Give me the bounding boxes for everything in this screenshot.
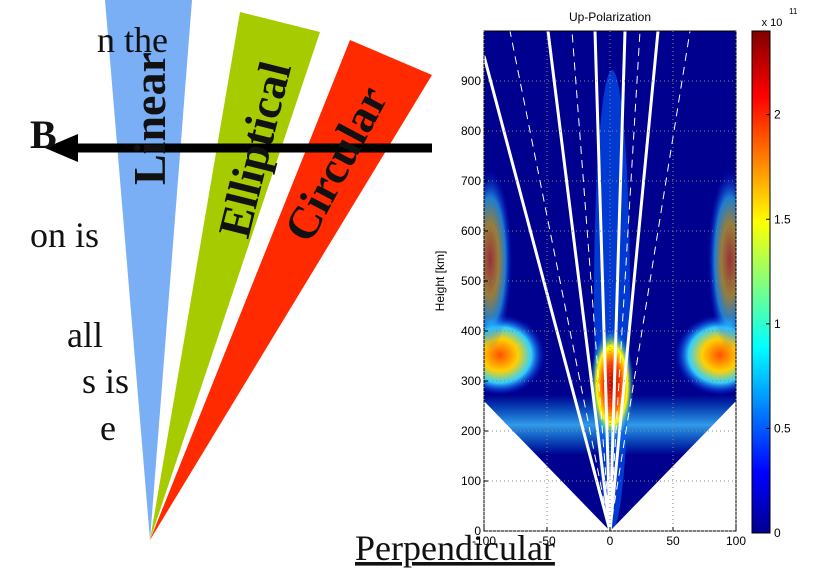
colorbar-exponent: 11 xyxy=(789,7,798,16)
y-tick-label: 100 xyxy=(461,474,481,488)
colorbar-tick-label: 1.5 xyxy=(774,212,791,226)
colorbar-tick-label: 0.5 xyxy=(774,421,791,435)
text-line: on is xyxy=(30,215,99,255)
y-axis-label: Height [km] xyxy=(433,251,447,312)
x-tick-label: 50 xyxy=(666,534,680,548)
colorbar-exponent-base: x 10 xyxy=(762,17,783,29)
y-tick-label: 700 xyxy=(461,174,481,188)
caption: Perpendicular xyxy=(355,528,555,568)
colorbar-tick-label: 1 xyxy=(774,317,781,331)
x-tick-label: 0 xyxy=(607,534,614,548)
text-line: n the xyxy=(97,20,168,60)
y-tick-label: 300 xyxy=(461,374,481,388)
x-tick-label: 100 xyxy=(726,534,746,548)
text-line: s is xyxy=(82,361,129,401)
colorbar-tick-label: 2 xyxy=(774,108,781,122)
y-tick-label: 0 xyxy=(474,524,481,538)
y-tick-label: 900 xyxy=(461,74,481,88)
text-line: B xyxy=(30,112,57,157)
colorbar-tick-label: 0 xyxy=(774,526,781,540)
wedge-label: Linear xyxy=(124,52,175,185)
y-tick-label: 200 xyxy=(461,424,481,438)
y-tick-label: 800 xyxy=(461,124,481,138)
y-tick-label: 600 xyxy=(461,224,481,238)
text-line: all xyxy=(67,315,103,355)
y-tick-label: 500 xyxy=(461,274,481,288)
y-tick-label: 400 xyxy=(461,324,481,338)
chart-title: Up-Polarization xyxy=(569,10,651,24)
slide: Linear Elliptical Circular n the B on is… xyxy=(0,0,819,588)
x-tick-label: -50 xyxy=(538,534,556,548)
text-line: e xyxy=(100,408,116,448)
colorbar xyxy=(752,31,770,533)
